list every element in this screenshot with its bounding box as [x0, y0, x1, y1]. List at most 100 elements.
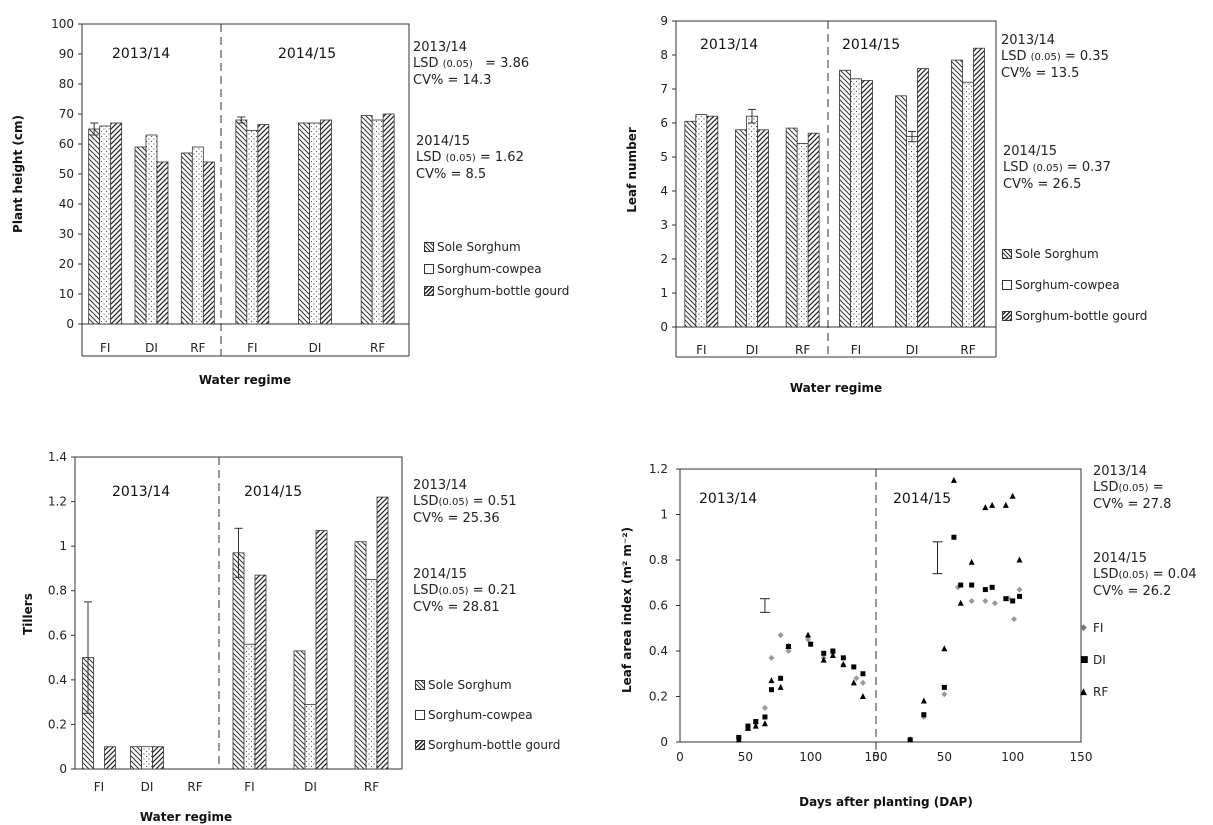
y-tick-label: 3 — [660, 218, 668, 232]
y-tick-label: 8 — [660, 48, 668, 62]
y-tick-label: 0.8 — [649, 553, 668, 567]
legend-swatch-back-hatch — [415, 680, 425, 690]
bar — [735, 129, 747, 328]
y-tick-label: 6 — [660, 116, 668, 130]
bar — [315, 530, 328, 770]
x-axis-label: Water regime — [199, 373, 291, 387]
chart1-annotations: 2013/14 LSD (0.05) = 3.86 CV% = 14.3 — [413, 40, 529, 89]
lsd-label: LSD — [413, 494, 439, 509]
data-point-rf — [941, 645, 948, 652]
legend-label: Sorghum-bottle gourd — [437, 284, 570, 298]
y-tick-label: 70 — [59, 107, 74, 121]
x-tick-label: FI — [696, 343, 706, 357]
chart1-season2-label: 2014/15 — [416, 134, 471, 149]
diamond-marker-icon: ◆ — [1080, 623, 1087, 633]
lsd-subscript: (0.05) — [1032, 163, 1063, 174]
legend-item-sorghum-cowpea: Sorghum-cowpea — [415, 700, 560, 730]
data-point-fi — [968, 597, 975, 604]
lsd-label: LSD — [413, 583, 439, 598]
y-tick-label: 0.4 — [649, 644, 668, 658]
legend-label: Sole Sorghum — [1015, 246, 1099, 261]
legend-item-rf: ▲ RF — [1080, 676, 1108, 708]
chart4-season2-label: 2014/15 — [1093, 551, 1148, 566]
bar — [191, 146, 204, 325]
data-point-rf — [752, 722, 759, 729]
data-point-rf — [805, 631, 812, 638]
x-tick-label: RF — [370, 341, 385, 355]
lsd-value: = 0.04 — [1152, 567, 1197, 582]
chart3-season2-lsd: LSD(0.05) = 0.21 — [413, 583, 517, 600]
bar — [746, 115, 758, 328]
square-marker-icon: ■ — [1080, 655, 1089, 665]
legend-swatch-fwd-hatch — [1002, 310, 1012, 321]
bar — [951, 59, 963, 328]
bar-chart-2: 0 1 2 3 4 5 6 7 8 9 FI DI RF FI DI RF 2013/14 2014/15 Leaf… — [625, 14, 997, 395]
y-tick-label: 0.2 — [649, 690, 668, 704]
y-tick-label: 30 — [59, 227, 74, 241]
legend-label: Sorghum-cowpea — [428, 708, 533, 722]
y-tick-label: 1 — [660, 286, 668, 300]
lsd-label: LSD — [1093, 567, 1119, 582]
chart1-season2-cv: CV% = 8.5 — [416, 167, 487, 182]
x-tick-label: DI — [746, 343, 759, 357]
legend-item-sorghum-bottle-gourd: Sorghum-bottle gourd — [415, 730, 560, 760]
chart3-legend: Sole Sorghum Sorghum-cowpea Sorghum-bott… — [415, 670, 560, 760]
data-point-di — [921, 712, 927, 718]
bar — [202, 161, 215, 325]
lsd-subscript: (0.05) — [442, 59, 473, 70]
data-point-rf — [735, 736, 742, 743]
bar — [298, 122, 310, 325]
chart1-annotations-2: 2014/15 LSD (0.05) = 1.62 CV% = 8.5 — [416, 134, 524, 183]
chart2-annotations-2: 2014/15 LSD (0.05) = 0.37 CV% = 26.5 — [1003, 144, 1111, 193]
season-label: 2013/14 — [112, 46, 170, 62]
lsd-label: LSD — [1001, 49, 1027, 64]
y-tick-label: 20 — [59, 257, 74, 271]
chart2-season1-label: 2013/14 — [1001, 33, 1056, 48]
lsd-label: LSD — [413, 56, 439, 71]
y-tick-label: 0.8 — [48, 584, 67, 598]
bar — [371, 119, 384, 325]
data-point-fi — [777, 632, 784, 639]
lsd-value: = 0.51 — [472, 494, 517, 509]
y-axis-label: Plant height (cm) — [11, 115, 25, 233]
legend-item-sorghum-bottle-gourd: Sorghum-bottle gourd — [424, 280, 569, 302]
y-tick-label: 1.2 — [649, 462, 668, 476]
y-tick-label: 60 — [59, 137, 74, 151]
lsd-subscript: (0.05) — [438, 586, 469, 597]
y-tick-label: 100 — [51, 17, 74, 31]
data-point-rf — [785, 642, 792, 649]
bar — [376, 496, 389, 770]
x-tick-label: DI — [309, 341, 322, 355]
lsd-subscript: (0.05) — [438, 497, 469, 508]
data-point-di — [821, 650, 827, 656]
bar — [257, 124, 270, 325]
x-tick-label: DI — [141, 780, 154, 794]
y-tick-label: 0 — [660, 735, 668, 749]
chart3-annotations: 2013/14 LSD(0.05) = 0.51 CV% = 25.36 — [413, 478, 517, 527]
y-tick-label: 90 — [59, 47, 74, 61]
bar — [254, 574, 267, 770]
data-point-rf — [989, 501, 996, 508]
plot-frame — [675, 20, 997, 328]
data-point-di — [851, 664, 857, 670]
chart4-season2-lsd: LSD(0.05) = 0.04 — [1093, 567, 1197, 584]
legend-label: Sole Sorghum — [428, 678, 512, 692]
data-point-rf — [957, 599, 964, 606]
x-tick-label: RF — [795, 343, 810, 357]
legend-item-fi: ◆ FI — [1080, 612, 1108, 644]
y-tick-label: 0.2 — [48, 717, 67, 731]
data-point-fi — [859, 679, 866, 686]
season-label: 2014/15 — [893, 491, 951, 507]
data-point-di — [969, 582, 975, 588]
data-point-di — [762, 714, 768, 720]
bar — [917, 68, 929, 328]
data-point-rf — [859, 693, 866, 699]
data-point-di — [830, 648, 836, 654]
y-tick-label: 0.6 — [48, 628, 67, 642]
bar — [684, 120, 697, 328]
data-point-rf — [982, 504, 989, 511]
plot-frame — [679, 468, 1082, 743]
y-axis-label: Leaf number — [625, 127, 639, 213]
legend-item-sole-sorghum: Sole Sorghum — [415, 670, 560, 700]
y-tick-label: 0.6 — [649, 599, 668, 613]
